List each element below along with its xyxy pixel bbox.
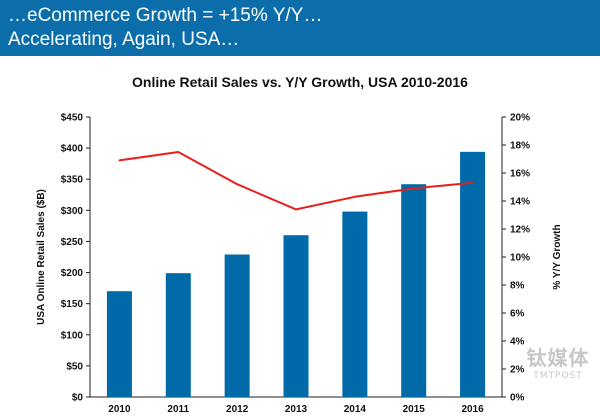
growth-point xyxy=(354,196,356,198)
x-tick-label: 2013 xyxy=(285,404,308,415)
right-tick-label: 0% xyxy=(510,393,525,404)
right-tick-label: 2% xyxy=(510,365,525,376)
left-tick-label: $100 xyxy=(61,330,84,341)
sales-bar xyxy=(401,184,427,397)
right-tick-label: 18% xyxy=(510,141,530,152)
left-tick-label: $300 xyxy=(61,206,84,217)
x-tick-label: 2016 xyxy=(461,404,484,415)
left-tick-label: $50 xyxy=(66,361,83,372)
left-tick-label: $0 xyxy=(72,393,84,404)
left-tick-label: $150 xyxy=(61,299,84,310)
sales-bar xyxy=(283,235,309,397)
left-tick-label: $250 xyxy=(61,237,84,248)
x-tick-label: 2010 xyxy=(108,404,131,415)
watermark-logo: 钛媒体 xyxy=(526,346,590,370)
right-tick-label: 14% xyxy=(510,197,530,208)
right-tick-label: 12% xyxy=(510,225,530,236)
right-tick-label: 20% xyxy=(510,113,530,124)
watermark-subtitle: TMTPOST xyxy=(533,371,583,381)
right-tick-label: 8% xyxy=(510,281,525,292)
watermark: 钛媒体 TMTPOST xyxy=(519,346,597,412)
growth-point xyxy=(236,183,238,185)
x-tick-label: 2015 xyxy=(403,404,426,415)
right-axis-label: % Y/Y Growth xyxy=(552,224,563,289)
slide-title-line-1: …eCommerce Growth = +15% Y/Y… xyxy=(8,5,323,26)
left-tick-label: $450 xyxy=(61,113,84,124)
growth-point xyxy=(295,208,297,211)
x-tick-label: 2011 xyxy=(167,404,189,415)
chart-title: Online Retail Sales vs. Y/Y Growth, USA … xyxy=(132,74,468,90)
slide-header: …eCommerce Growth = +15% Y/Y… Accelerati… xyxy=(0,0,600,56)
right-tick-label: 16% xyxy=(510,169,530,180)
sales-bar xyxy=(460,151,486,397)
sales-bar xyxy=(165,273,191,397)
x-tick-label: 2014 xyxy=(344,404,367,415)
right-tick-label: 4% xyxy=(510,337,525,348)
growth-point xyxy=(412,187,415,190)
left-tick-label: $400 xyxy=(61,144,84,155)
left-axis-label: USA Online Retail Sales ($B) xyxy=(36,189,47,325)
growth-point xyxy=(118,159,121,162)
sales-bar xyxy=(224,254,250,397)
growth-point xyxy=(471,182,474,184)
growth-point xyxy=(177,151,180,153)
left-tick-label: $350 xyxy=(61,175,84,186)
sales-bar xyxy=(342,211,368,397)
right-tick-label: 10% xyxy=(510,253,530,264)
left-tick-label: $200 xyxy=(61,268,84,279)
right-tick-label: 6% xyxy=(510,309,525,320)
x-tick-label: 2012 xyxy=(226,404,249,415)
sales-bar xyxy=(106,291,132,397)
slide-title-line-2: Accelerating, Again, USA… xyxy=(8,29,240,50)
